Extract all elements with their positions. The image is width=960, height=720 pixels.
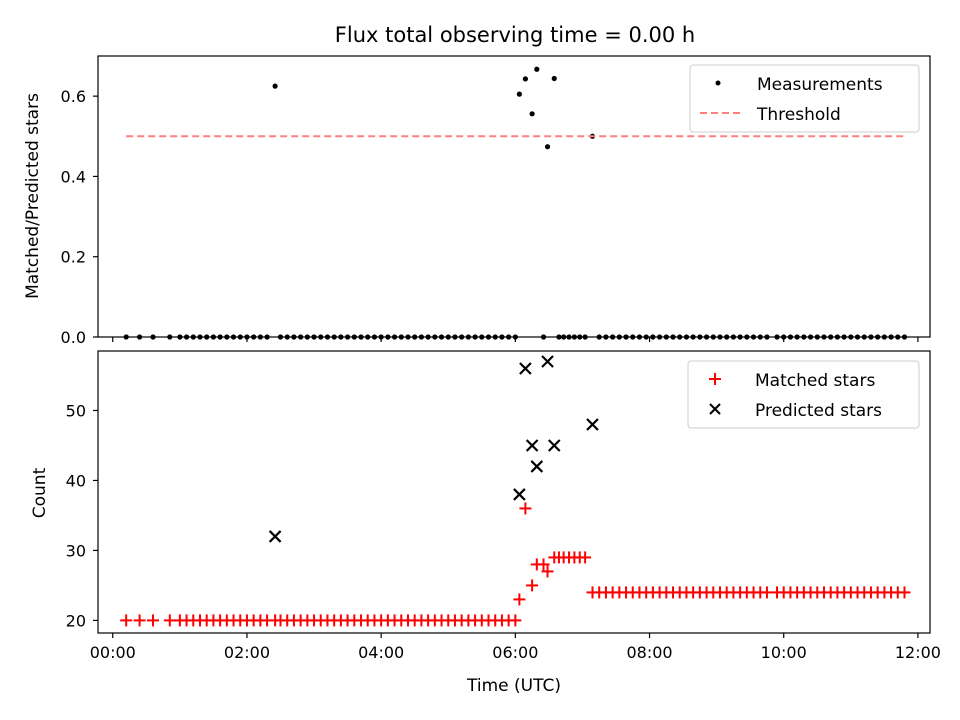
measurements-point bbox=[551, 75, 557, 82]
measurements-legend-label: Measurements bbox=[757, 75, 883, 95]
predicted-stars-point bbox=[268, 530, 282, 543]
predicted-stars-point bbox=[586, 418, 599, 431]
ratio-y-tick-label: 0.4 bbox=[61, 167, 86, 186]
measurements-point bbox=[544, 144, 551, 150]
count-x-tick-label: 04:00 bbox=[358, 643, 404, 662]
matched-stars-point bbox=[898, 586, 911, 599]
panel-ratio: 0.0 0.2 0.4 0.6 Matched/Predicted stars Mea… bbox=[23, 55, 931, 347]
count-y-tick-label: 30 bbox=[66, 541, 86, 560]
predicted-stars-point bbox=[525, 439, 539, 452]
count-x-tick-label: 02:00 bbox=[224, 643, 270, 662]
count-x-tick-label: 08:00 bbox=[626, 643, 672, 662]
matched-stars-point bbox=[537, 558, 550, 571]
matched-stars-point bbox=[509, 614, 522, 627]
ratio-legend: Measurements Threshold bbox=[689, 64, 920, 133]
panel-count: 00:00 02:00 04:00 06:00 08:00 10:00 12:00 20 30… bbox=[30, 350, 941, 696]
matched-stars-point bbox=[513, 593, 526, 606]
predicted-stars-point bbox=[513, 488, 526, 501]
measurements-legend-marker bbox=[715, 80, 721, 86]
ratio-y-tick-label: 0.2 bbox=[61, 248, 86, 267]
count-x-tick-label: 06:00 bbox=[492, 643, 538, 662]
ratio-x-ticks bbox=[112, 337, 919, 342]
ratio-legend-box bbox=[689, 64, 920, 133]
matched-stars-point bbox=[541, 565, 554, 578]
measurements-point bbox=[522, 76, 529, 82]
count-legend: Matched stars Predicted stars bbox=[687, 360, 920, 429]
matched-stars-point bbox=[519, 502, 532, 515]
predicted-stars-point bbox=[519, 362, 532, 375]
measurements-point bbox=[516, 91, 522, 97]
count-axes-frame bbox=[97, 350, 931, 634]
count-marks bbox=[120, 355, 911, 627]
count-x-axis-label: Time (UTC) bbox=[466, 676, 561, 696]
matched-legend-marker bbox=[709, 373, 721, 385]
ratio-y-ticks: 0.0 0.2 0.4 0.6 bbox=[61, 87, 98, 347]
count-y-ticks: 20 30 40 50 bbox=[66, 401, 98, 630]
figure-title: Flux total observing time = 0.00 h bbox=[335, 23, 695, 47]
matched-stars-point bbox=[579, 551, 592, 564]
ratio-y-axis-label: Matched/Predicted stars bbox=[23, 93, 43, 299]
predicted-legend-marker bbox=[709, 403, 721, 415]
matched-stars-point bbox=[147, 614, 160, 627]
count-y-tick-label: 20 bbox=[66, 611, 86, 630]
matched-stars-point bbox=[526, 579, 539, 592]
count-x-tick-label: 12:00 bbox=[895, 643, 941, 662]
matched-stars-point bbox=[133, 614, 146, 627]
measurements-point bbox=[529, 111, 535, 117]
threshold-legend-label: Threshold bbox=[756, 105, 841, 125]
count-y-axis-label: Count bbox=[30, 467, 50, 518]
predicted-stars-point bbox=[547, 439, 561, 452]
ratio-y-tick-label: 0.6 bbox=[61, 87, 86, 106]
ratio-axes-frame bbox=[97, 55, 931, 338]
predicted-legend-label: Predicted stars bbox=[755, 401, 882, 421]
count-x-ticks: 00:00 02:00 04:00 06:00 08:00 10:00 12:00 bbox=[90, 633, 941, 662]
count-y-tick-label: 40 bbox=[66, 471, 86, 490]
count-y-tick-label: 50 bbox=[66, 401, 86, 420]
predicted-stars-point bbox=[541, 355, 554, 368]
count-legend-box bbox=[687, 360, 920, 429]
count-x-tick-label: 10:00 bbox=[761, 643, 807, 662]
measurements-point bbox=[534, 66, 540, 72]
matched-stars-point bbox=[760, 586, 773, 599]
count-x-tick-label: 00:00 bbox=[90, 643, 136, 662]
matched-stars-point bbox=[163, 614, 176, 627]
matched-legend-label: Matched stars bbox=[755, 371, 875, 391]
ratio-y-tick-label: 0.0 bbox=[61, 328, 86, 347]
predicted-stars-point bbox=[530, 460, 544, 473]
measurements-point bbox=[272, 83, 278, 89]
matched-stars-point bbox=[120, 614, 133, 627]
